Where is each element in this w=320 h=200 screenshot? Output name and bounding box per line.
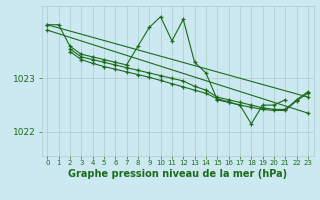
X-axis label: Graphe pression niveau de la mer (hPa): Graphe pression niveau de la mer (hPa) (68, 169, 287, 179)
